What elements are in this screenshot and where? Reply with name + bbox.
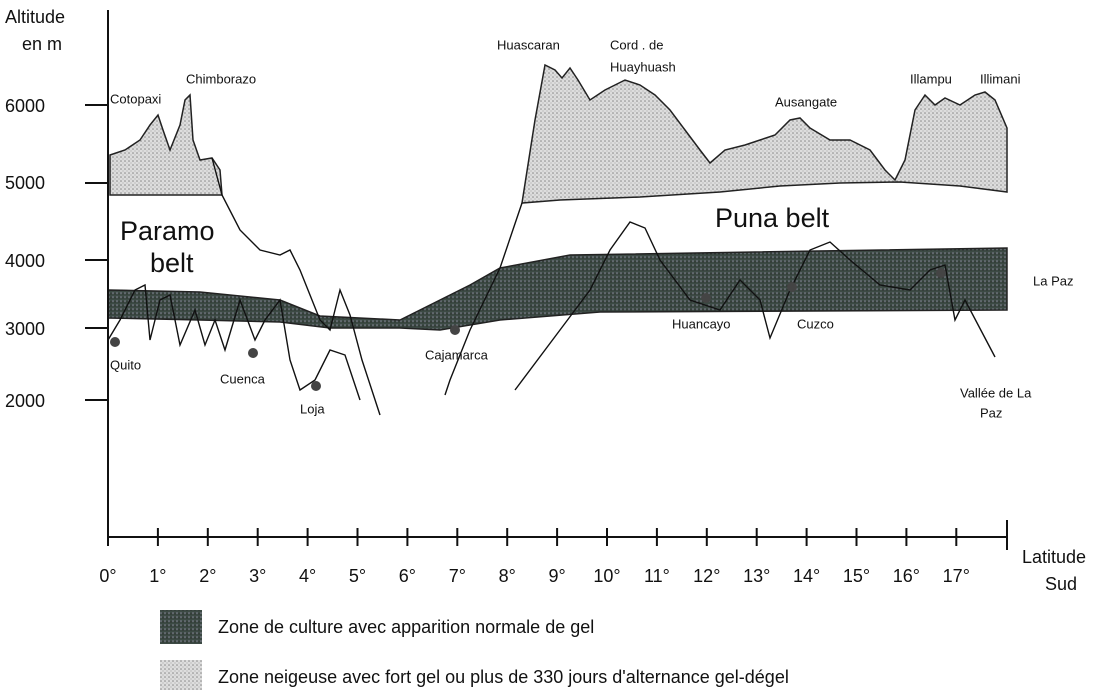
place-label: Cuenca	[220, 371, 266, 386]
snow-zone	[521, 63, 1008, 204]
x-tick-label: 16°	[893, 566, 920, 586]
peak-label: Cotopaxi	[110, 91, 161, 106]
peak-label: Huascaran	[497, 37, 560, 52]
place-label: Vallée de La	[960, 385, 1032, 400]
profile-line	[514, 221, 996, 391]
city-dot	[110, 337, 120, 347]
x-tick-label: 12°	[693, 566, 720, 586]
profile-line	[211, 157, 381, 416]
city-dot	[311, 381, 321, 391]
belt-label: Puna belt	[715, 203, 830, 233]
x-tick-label: 6°	[399, 566, 416, 586]
x-tick-label: 1°	[149, 566, 166, 586]
zones	[107, 63, 1008, 331]
place-label: Cuzco	[797, 316, 834, 331]
x-tick-label: 5°	[349, 566, 366, 586]
x-tick-label: 11°	[644, 566, 670, 586]
place-label: La Paz	[1033, 273, 1073, 288]
culture-zone	[107, 247, 1008, 331]
x-tick-label: 13°	[743, 566, 770, 586]
place-label: Cajamarca	[425, 347, 489, 362]
x-tick-label: 2°	[199, 566, 216, 586]
x-tick-label: 3°	[249, 566, 266, 586]
peak-label: Huayhuash	[610, 59, 676, 74]
x-tick-label: 9°	[548, 566, 565, 586]
x-tick-label: 17°	[943, 566, 970, 586]
peak-label: Cord . de	[610, 37, 663, 52]
place-label: Loja	[300, 401, 325, 416]
place-label: Quito	[110, 357, 141, 372]
city-dot	[701, 293, 711, 303]
legend-swatch	[160, 660, 202, 690]
x-tick-label: 4°	[299, 566, 316, 586]
y-tick-label: 5000	[5, 173, 45, 193]
x-axis-title: Sud	[1045, 574, 1077, 594]
place-label: Huancayo	[672, 316, 731, 331]
peak-label: Chimborazo	[186, 71, 256, 86]
peak-label: Illimani	[980, 71, 1021, 86]
city-dot	[936, 268, 946, 278]
x-tick-label: 0°	[99, 566, 116, 586]
x-tick-label: 15°	[843, 566, 870, 586]
x-tick-label: 7°	[449, 566, 466, 586]
peak-label: Illampu	[910, 71, 952, 86]
legend-swatch	[160, 610, 202, 644]
y-tick-label: 4000	[5, 251, 45, 271]
y-axis-title: Altitude	[5, 7, 65, 27]
terrain	[107, 157, 996, 416]
x-tick-label: 14°	[793, 566, 820, 586]
profile-line	[444, 202, 523, 396]
city-dots	[110, 268, 946, 391]
city-dot	[787, 282, 797, 292]
legend-label: Zone de culture avec apparition normale …	[218, 617, 594, 637]
legend-label: Zone neigeuse avec fort gel ou plus de 3…	[218, 667, 789, 687]
peak-label: Ausangate	[775, 94, 837, 109]
x-tick-label: 10°	[593, 566, 620, 586]
city-dot	[450, 325, 460, 335]
snow-zone	[109, 93, 223, 196]
y-tick-label: 6000	[5, 96, 45, 116]
y-tick-label: 2000	[5, 391, 45, 411]
belt-label: belt	[150, 248, 194, 278]
profile-line	[107, 283, 361, 401]
place-label: Paz	[980, 405, 1002, 420]
y-tick-label: 3000	[5, 319, 45, 339]
x-axis-title: Latitude	[1022, 547, 1086, 567]
belt-label: Paramo	[120, 216, 215, 246]
x-ticks: 0° 1° 2° 3° 4° 5° 6° 7° 8° 9° 10° 11° 12° 13° 14° 15° 16…	[99, 528, 970, 586]
city-dot	[248, 348, 258, 358]
y-axis-title: en m	[22, 34, 62, 54]
x-tick-label: 8°	[499, 566, 516, 586]
